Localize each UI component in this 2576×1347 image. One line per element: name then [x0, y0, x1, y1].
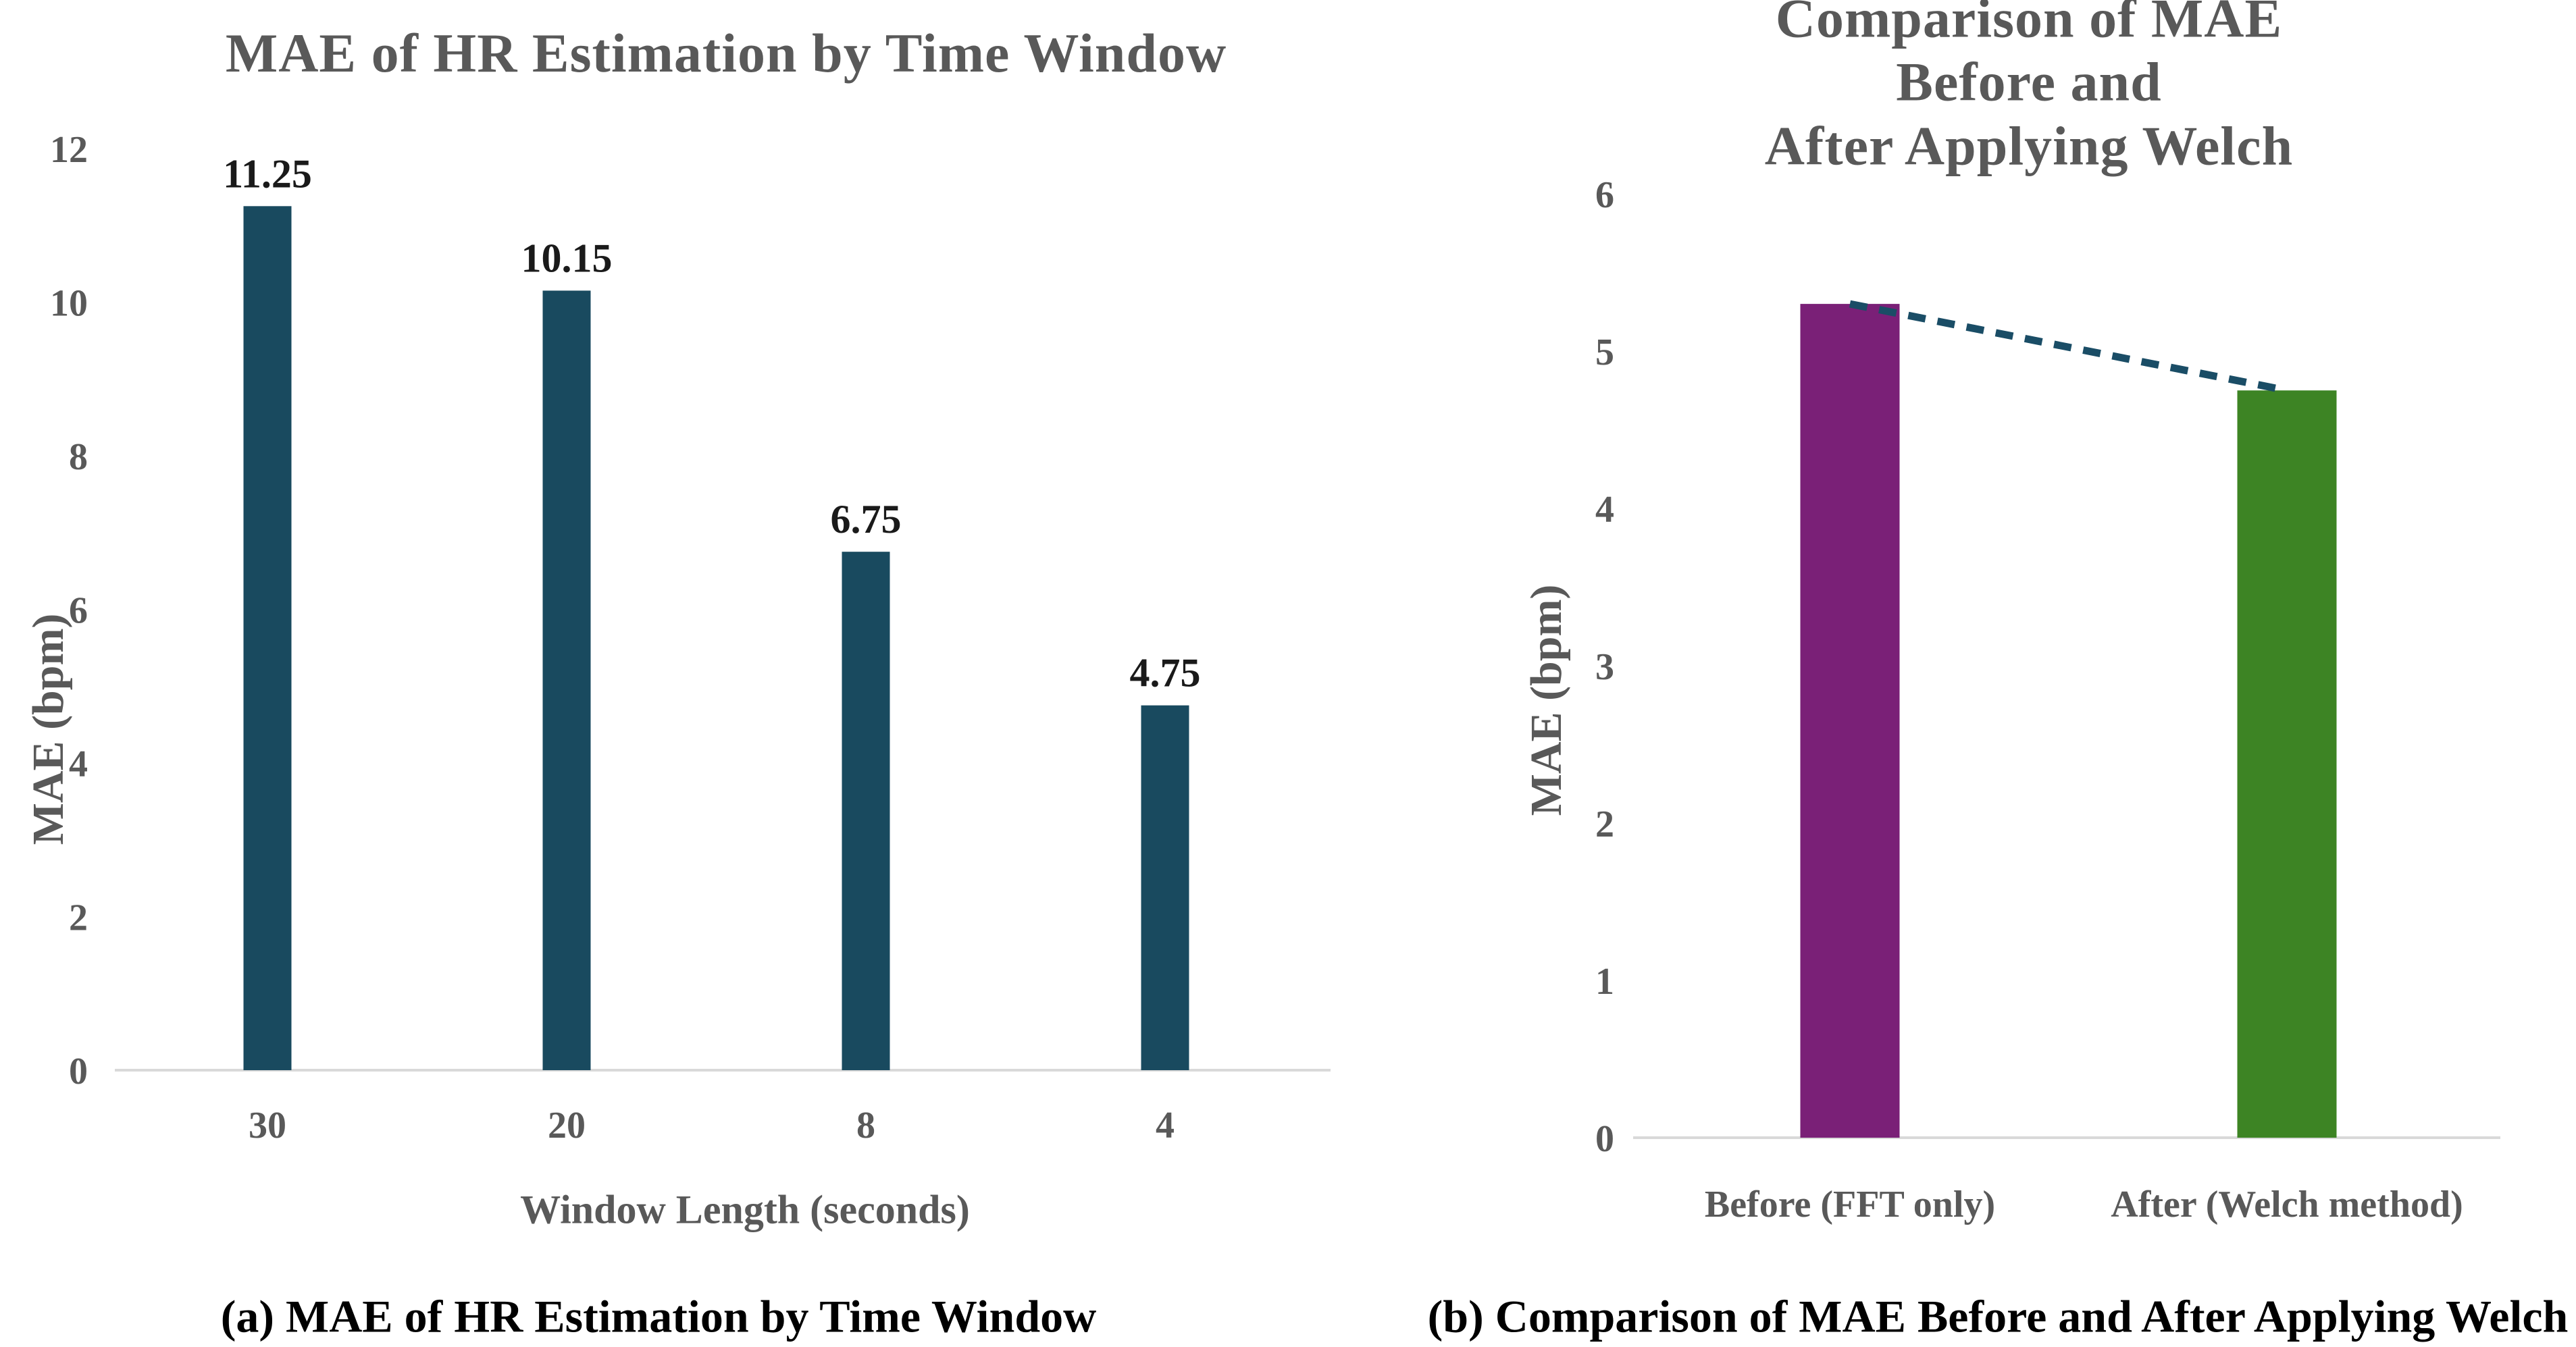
chart-a-x-axis-label: Window Length (seconds) — [520, 1187, 970, 1232]
chart-a-y-tick-label: 10 — [50, 283, 88, 325]
chart-b-caption: (b) Comparison of MAE Before and After A… — [1427, 1290, 2569, 1342]
chart-a-y-tick-label: 8 — [69, 436, 88, 478]
chart-a-x-category-label: 20 — [548, 1105, 586, 1146]
chart-b-trend-line — [1849, 300, 2288, 394]
chart-b-x-category-label: After (Welch method) — [2111, 1184, 2463, 1225]
chart-a-x-category-label: 8 — [856, 1105, 875, 1146]
chart-a-y-axis-label: MAE (bpm) — [24, 613, 73, 845]
chart-a-bar-value-label: 4.75 — [1130, 651, 1201, 695]
chart-b-y-axis-label: MAE (bpm) — [1522, 584, 1571, 816]
chart-b-y-tick-label: 4 — [1595, 489, 1614, 531]
chart-a-y-tick-label: 6 — [69, 590, 88, 632]
chart-a-x-category-label: 4 — [1156, 1105, 1175, 1146]
chart-a-bar-0 — [243, 206, 292, 1070]
chart-a-y-tick-label: 2 — [69, 897, 88, 939]
chart-b-y-tick-label: 2 — [1595, 803, 1614, 845]
chart-b-y-tick-label: 0 — [1595, 1118, 1614, 1160]
chart-a-title: MAE of HR Estimation by Time Window — [225, 22, 1227, 84]
chart-b-title: Comparison of MAE Before and After Apply… — [1764, 0, 2294, 177]
chart-a-y-tick-label: 4 — [69, 743, 88, 785]
chart-a-bar-value-label: 11.25 — [223, 151, 312, 196]
chart-a-y-tick-label: 0 — [69, 1051, 88, 1092]
chart-a-bar-2 — [842, 552, 890, 1070]
chart-a-bar-value-label: 10.15 — [521, 236, 613, 280]
chart-a-x-category-label: 30 — [249, 1105, 286, 1146]
chart-b-y-tick-label: 3 — [1595, 646, 1614, 688]
chart-a-bar-1 — [542, 290, 591, 1070]
chart-b-y-tick-label: 1 — [1595, 961, 1614, 1003]
chart-a-y-tick-label: 12 — [50, 129, 88, 171]
chart-b-y-tick-label: 5 — [1595, 332, 1614, 373]
chart-b-x-category-label: Before (FFT only) — [1705, 1184, 1995, 1225]
chart-a-bar-value-label: 6.75 — [831, 497, 902, 542]
chart-a-caption: (a) MAE of HR Estimation by Time Window — [220, 1290, 1097, 1342]
chart-b-bar-0 — [1800, 304, 1900, 1138]
chart-b-bar-1 — [2237, 390, 2337, 1138]
chart-b-y-tick-label: 6 — [1595, 174, 1614, 216]
chart-a-bar-3 — [1141, 705, 1189, 1070]
